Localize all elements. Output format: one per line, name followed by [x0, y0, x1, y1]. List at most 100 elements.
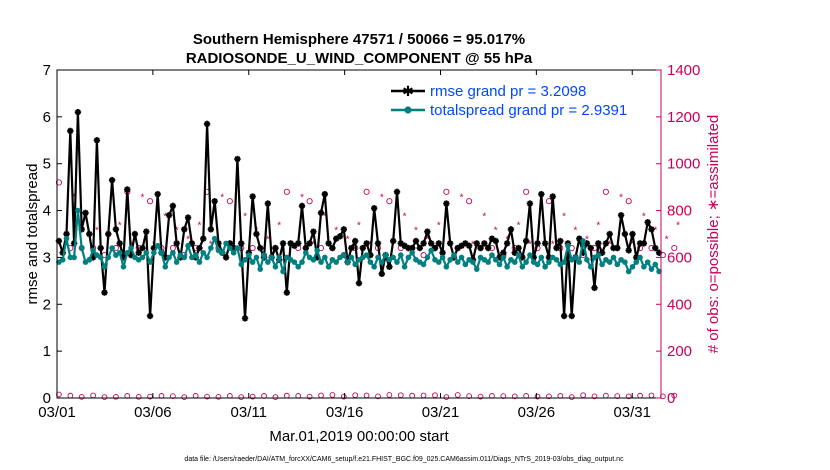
spread-point [204, 254, 210, 261]
obs-assimilated-point: * [266, 235, 270, 246]
legend: ✱ rmse grand pr = 3.2098 totalspread gra… [387, 77, 649, 123]
spread-point [500, 254, 507, 261]
obs-low-point [477, 393, 484, 400]
spread-point [572, 254, 579, 261]
rmse-point [522, 237, 530, 245]
spread-point [265, 259, 271, 265]
spread-point [253, 254, 260, 261]
spread-point [63, 235, 70, 242]
obs-possible-point [363, 188, 370, 195]
spread-point [196, 259, 203, 265]
spread-point [276, 254, 283, 261]
obs-assimilated-point: * [653, 225, 657, 236]
rmse-point [446, 240, 454, 247]
rmse-point [241, 315, 249, 322]
spread-point [78, 245, 85, 251]
obs-assimilated-point: * [494, 225, 498, 236]
spread-point [71, 254, 77, 261]
rmse-point [515, 244, 522, 252]
obs-low-point [375, 393, 381, 400]
rmse-point [374, 240, 382, 247]
obs-low-point [135, 393, 142, 400]
spread-point [280, 268, 286, 275]
rmse-point [82, 209, 89, 217]
rmse-point [652, 244, 659, 252]
spread-point [242, 256, 248, 263]
obs-assimilated-point: * [528, 239, 532, 250]
spread-point [439, 254, 446, 261]
obs-assimilated-point: * [517, 221, 521, 232]
rmse-point [139, 244, 146, 252]
obs-low-point [671, 392, 678, 399]
obs-possible-point [147, 198, 154, 205]
y-tick-label: 2 [43, 296, 51, 313]
rmse-point [93, 137, 101, 144]
obs-low-point [78, 393, 85, 400]
spread-point [443, 264, 450, 270]
axes-layer: 03/01 03/06 03/11 03/16 03/21 03/26 03/31 0 1 2 3 4… [38, 62, 700, 421]
rmse-point [602, 240, 610, 247]
legend-spread-text: totalspread grand pr = 2.9391 [430, 102, 627, 119]
obs-possible-point [55, 179, 62, 186]
spread-point [185, 242, 191, 249]
y-right-tick-label: 1000 [667, 156, 700, 173]
spread-point [397, 252, 404, 258]
spread-point [629, 264, 636, 270]
rmse-point [408, 244, 416, 252]
rmse-point [481, 240, 488, 247]
obs-assimilated-point: * [482, 211, 486, 222]
rmse-point [253, 230, 260, 238]
obs-assimilated-point: * [574, 225, 578, 236]
rmse-point [298, 202, 306, 210]
obs-low-point [511, 393, 518, 400]
obs-assimilated-point: * [141, 193, 145, 204]
series-layer [55, 108, 663, 322]
obs-assimilated-point: * [619, 193, 623, 204]
spread-point [341, 252, 347, 258]
spread-point [462, 261, 469, 268]
obs-assimilated-point: * [346, 235, 350, 246]
obs-assimilated-point: * [414, 225, 418, 236]
spread-point [170, 249, 176, 256]
spread-point [538, 254, 545, 261]
rmse-point [363, 240, 370, 247]
spread-point [401, 264, 408, 270]
rmse-point [329, 244, 336, 252]
rmse-point [465, 242, 473, 249]
rmse-point [108, 176, 116, 184]
obs-low-point [329, 392, 336, 398]
y-right-tick-label: 200 [667, 343, 692, 360]
obs-possible-point [226, 198, 233, 205]
spread-point [546, 259, 552, 265]
obs-assimilated-point: * [323, 211, 327, 222]
rmse-point [576, 235, 583, 242]
rmse-point [74, 108, 82, 116]
rmse-point [359, 244, 366, 252]
rmse-point [606, 230, 613, 238]
spread-point [318, 259, 324, 265]
rmse-point [169, 202, 177, 210]
rmse-point [553, 244, 560, 252]
rmse-point [503, 240, 511, 247]
spread-point [599, 261, 605, 268]
rmse-point [238, 240, 245, 247]
y-right-tick-label: 1200 [667, 109, 700, 126]
obs-assimilated-point: * [209, 239, 213, 250]
rmse-point [560, 312, 568, 320]
obs-low-point [101, 394, 108, 400]
rmse-point [378, 270, 385, 278]
obs-possible-point [443, 188, 450, 195]
rmse-point [621, 230, 629, 238]
rmse-point [348, 244, 355, 252]
obs-low-point [614, 393, 621, 399]
spread-point [322, 254, 328, 261]
spread-point [143, 249, 150, 256]
obs-possible-point [386, 198, 393, 205]
rmse-point [640, 240, 648, 247]
spread-point [192, 252, 199, 258]
spread-point [299, 259, 305, 265]
obs-assimilated-point: * [186, 235, 190, 246]
rmse-point [484, 244, 492, 252]
obs-low-point [466, 393, 473, 399]
rmse-point [264, 200, 272, 207]
